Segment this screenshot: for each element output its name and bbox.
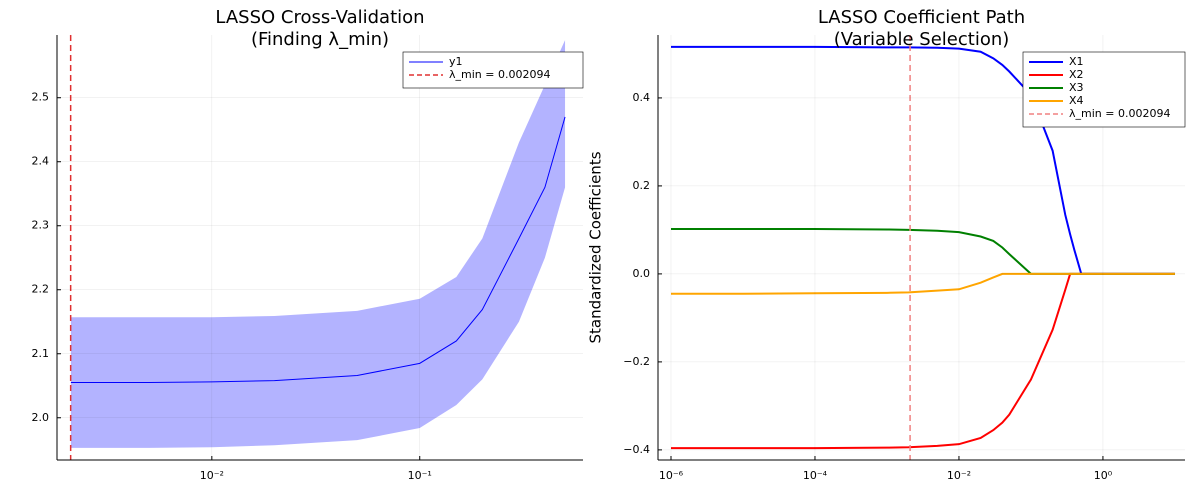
x-tick-label: 10⁰ <box>1094 469 1113 482</box>
legend: y1λ_min = 0.002094 <box>402 51 584 89</box>
y-tick-label: 0.0 <box>633 267 651 280</box>
y-tick-label: 2.0 <box>32 411 50 424</box>
y-tick-label: −0.4 <box>623 443 650 456</box>
x-tick-label: 10⁻² <box>947 469 971 482</box>
legend-label: λ_min = 0.002094 <box>449 68 550 81</box>
series-line <box>670 272 1175 450</box>
y-tick-label: 2.4 <box>32 155 50 168</box>
legend-label: λ_min = 0.002094 <box>1069 107 1170 120</box>
legend-label: X2 <box>1069 68 1084 81</box>
x-tick-label: 10⁻⁶ <box>659 469 684 482</box>
y-tick-label: 2.1 <box>32 347 50 360</box>
legend-label: y1 <box>449 55 463 68</box>
y-tick-label: −0.2 <box>623 355 650 368</box>
legend-label: X4 <box>1069 94 1084 107</box>
confidence-band <box>70 40 566 448</box>
y-tick-label: 2.3 <box>32 219 50 232</box>
chart-title: LASSO Cross-Validation <box>215 7 424 28</box>
chart-title: LASSO Coefficient Path <box>818 7 1025 28</box>
y-tick-label: 2.5 <box>32 91 50 104</box>
y-axis-label: Standardized Coefficients <box>587 151 605 343</box>
legend-label: X1 <box>1069 55 1084 68</box>
series-line <box>670 272 1175 295</box>
legend-box <box>402 51 584 89</box>
chart-title: (Variable Selection) <box>834 29 1010 50</box>
y-tick-label: 0.2 <box>633 179 651 192</box>
series-line <box>670 228 1175 275</box>
y-tick-label: 0.4 <box>633 91 651 104</box>
x-tick-label: 10⁻¹ <box>408 469 432 482</box>
x-tick-label: 10⁻⁴ <box>803 469 828 482</box>
plot-area <box>69 35 566 460</box>
legend-label: X3 <box>1069 81 1084 94</box>
plot-area <box>670 35 1175 460</box>
y-tick-label: 2.2 <box>32 283 50 296</box>
x-tick-label: 10⁻² <box>200 469 224 482</box>
chart-title: (Finding λ_min) <box>251 29 389 50</box>
series-line <box>670 45 1175 275</box>
series-line <box>70 116 566 384</box>
